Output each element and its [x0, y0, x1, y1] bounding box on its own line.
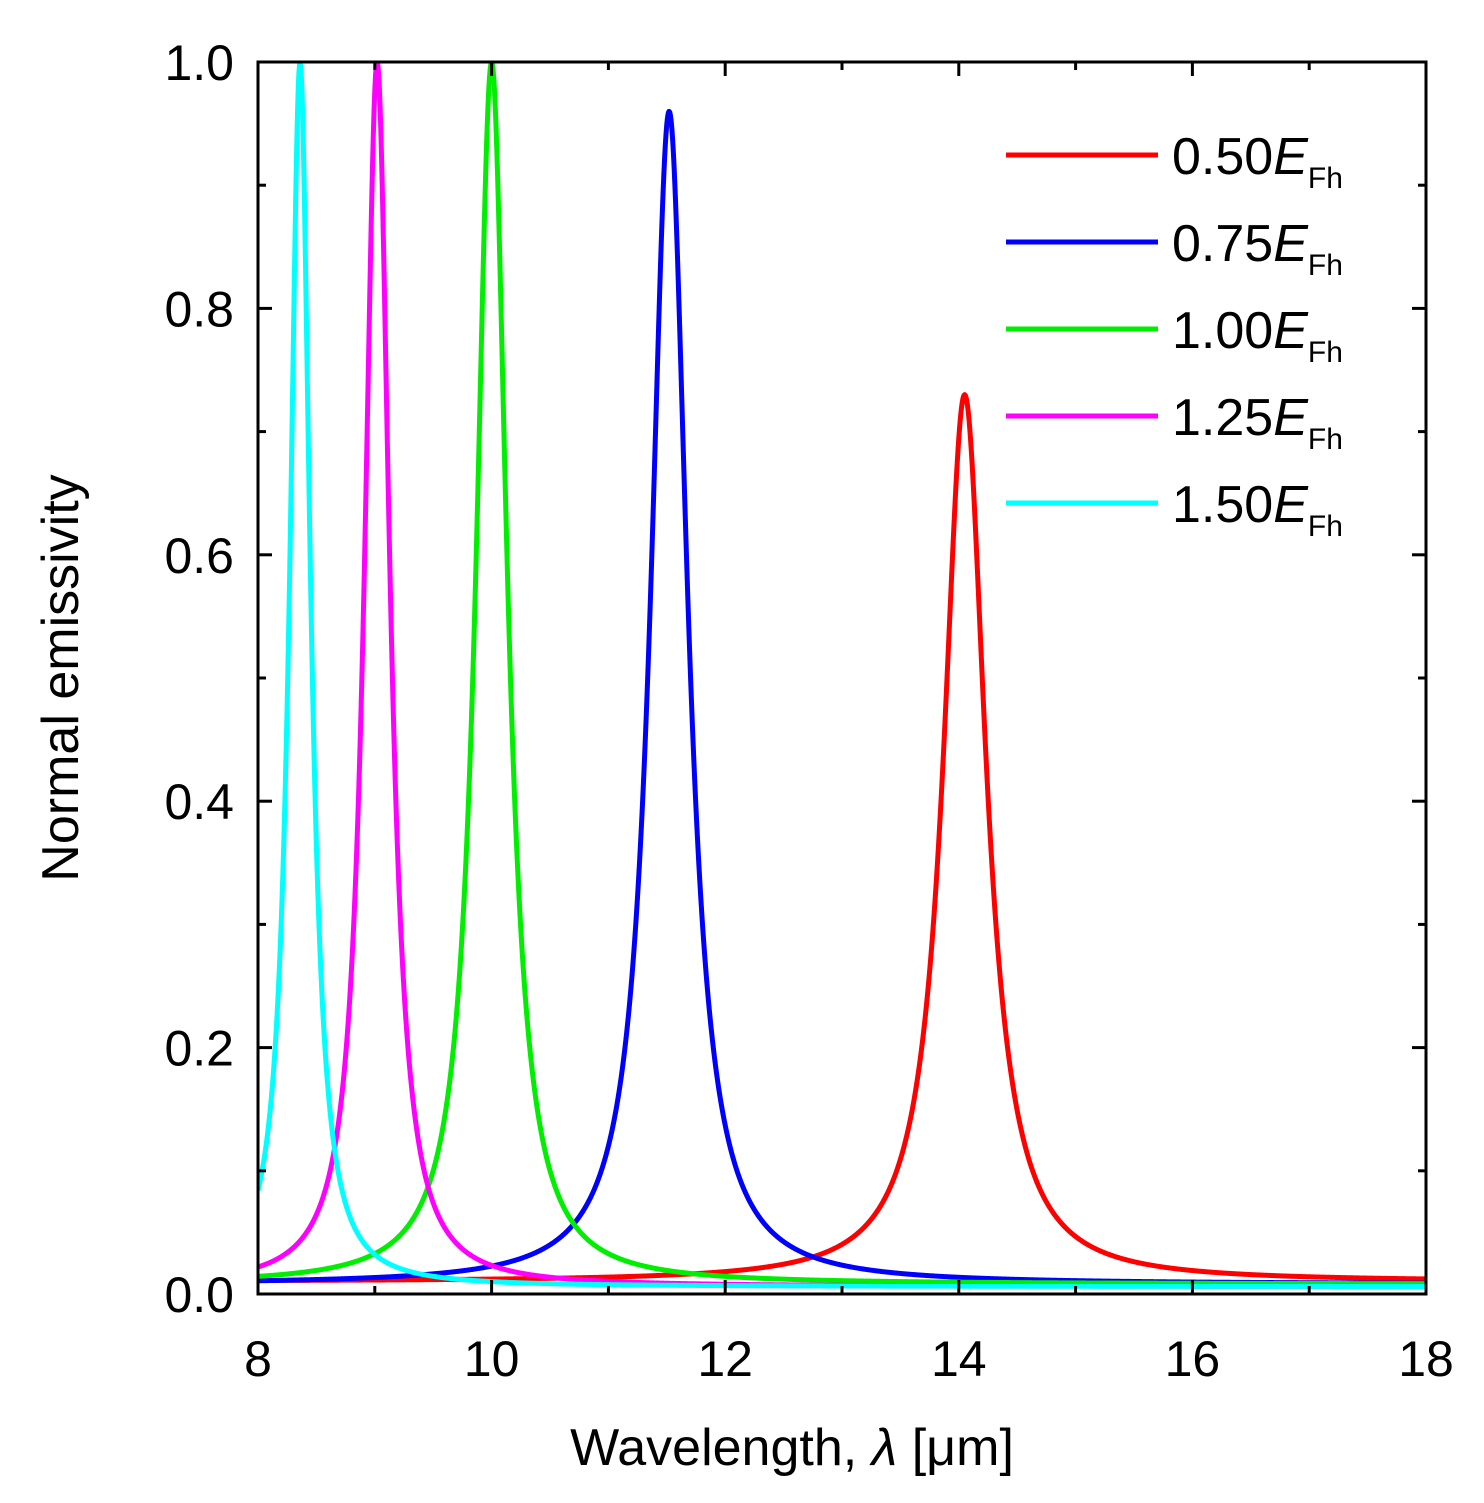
legend-item-0-75: 0.75EFh [1006, 215, 1343, 282]
x-axis-title: Wavelength, λ [μm] [570, 1419, 1014, 1477]
x-tick-label: 16 [1165, 1331, 1221, 1387]
x-axis-title-unit: [μm] [897, 1419, 1014, 1477]
y-tick-label: 0.2 [164, 1021, 234, 1077]
legend-subscript: Fh [1308, 162, 1343, 195]
legend-symbol: E [1273, 215, 1309, 273]
y-tick-label: 0.0 [164, 1267, 234, 1323]
legend-symbol: E [1273, 302, 1309, 360]
x-axis-title-symbol: λ [869, 1419, 898, 1477]
legend-subscript: Fh [1308, 336, 1343, 369]
legend-value: 1.25 [1172, 389, 1273, 447]
y-tick-label: 1.0 [164, 35, 234, 91]
legend-subscript: Fh [1308, 423, 1343, 456]
legend-value: 0.50 [1172, 128, 1273, 186]
x-tick-label: 14 [931, 1331, 987, 1387]
series-line-1-50 [258, 62, 1426, 1289]
legend-item-1-50: 1.50EFh [1006, 476, 1343, 543]
legend-value: 1.00 [1172, 302, 1273, 360]
legend-symbol: E [1273, 128, 1309, 186]
y-tick-label: 0.8 [164, 281, 234, 337]
x-tick-label: 12 [697, 1331, 753, 1387]
legend-label: 0.75EFh [1172, 215, 1343, 282]
legend-subscript: Fh [1308, 510, 1343, 543]
x-tick-label: 8 [244, 1331, 272, 1387]
legend-item-0-50: 0.50EFh [1006, 128, 1343, 195]
legend-label: 1.25EFh [1172, 389, 1343, 456]
ticks-layer: 8 10 12 14 16 18 0.0 0.2 0.4 0.6 0.8 1.0 [164, 35, 1453, 1387]
legend-subscript: Fh [1308, 249, 1343, 282]
legend-item-1-25: 1.25EFh [1006, 389, 1343, 456]
legend-label: 1.50EFh [1172, 476, 1343, 543]
legend-value: 1.50 [1172, 476, 1273, 534]
legend-label: 0.50EFh [1172, 128, 1343, 195]
x-tick-label: 10 [464, 1331, 520, 1387]
legend-symbol: E [1273, 476, 1309, 534]
series-line-0-75 [258, 108, 1426, 1286]
legend-value: 0.75 [1172, 215, 1273, 273]
x-axis-title-main: Wavelength, [570, 1419, 872, 1477]
legend-symbol: E [1273, 389, 1309, 447]
legend-label: 1.00EFh [1172, 302, 1343, 369]
series-line-1-00 [258, 62, 1426, 1287]
x-tick-label: 18 [1398, 1331, 1454, 1387]
legend-item-1-00: 1.00EFh [1006, 302, 1343, 369]
y-axis-title: Normal emissivity [32, 474, 90, 881]
series-layer [258, 62, 1426, 1289]
y-tick-label: 0.6 [164, 528, 234, 584]
y-tick-label: 0.4 [164, 774, 234, 830]
